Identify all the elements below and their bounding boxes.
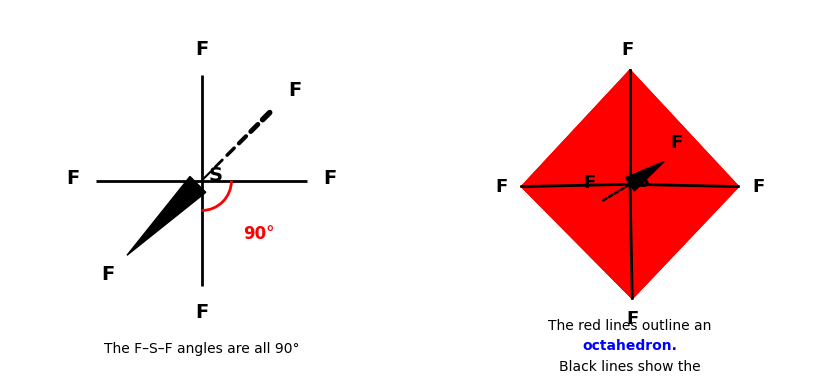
Text: F: F <box>584 174 596 192</box>
Text: F: F <box>496 177 508 196</box>
Polygon shape <box>633 162 738 298</box>
Polygon shape <box>626 162 664 191</box>
Polygon shape <box>522 70 630 201</box>
Polygon shape <box>601 187 738 298</box>
Polygon shape <box>127 176 206 255</box>
Text: octahedron.: octahedron. <box>583 339 677 353</box>
Text: F: F <box>622 41 634 59</box>
Text: F: F <box>323 169 337 188</box>
Polygon shape <box>522 187 633 298</box>
Text: F: F <box>752 177 764 196</box>
Text: 90°: 90° <box>243 225 274 244</box>
Text: F: F <box>626 310 638 328</box>
Text: Black lines show the: Black lines show the <box>559 360 701 374</box>
Text: F: F <box>195 40 208 59</box>
Text: The red lines outline an: The red lines outline an <box>549 319 711 333</box>
Text: S: S <box>637 173 650 191</box>
Text: The F–S–F angles are all 90°: The F–S–F angles are all 90° <box>104 342 299 356</box>
Text: F: F <box>102 265 114 284</box>
Text: F: F <box>289 81 302 100</box>
Text: F: F <box>66 169 80 188</box>
Text: F: F <box>670 135 682 152</box>
Polygon shape <box>522 162 664 298</box>
Polygon shape <box>601 70 738 201</box>
Text: F: F <box>195 302 208 321</box>
Polygon shape <box>630 70 738 187</box>
Polygon shape <box>522 70 664 187</box>
Text: S: S <box>209 166 223 185</box>
